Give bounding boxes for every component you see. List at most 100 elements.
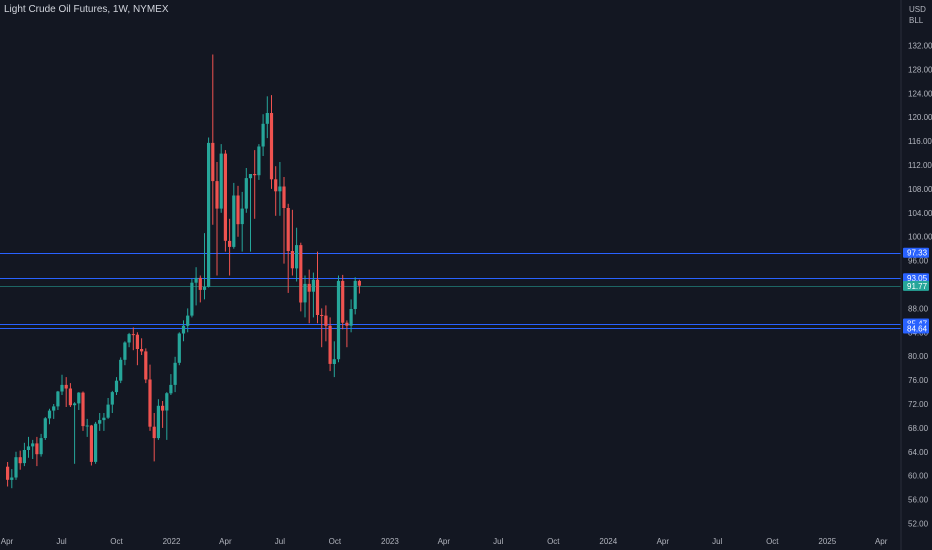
price-tag-label: 97.33 xyxy=(907,249,928,258)
candle-body xyxy=(56,391,60,407)
y-tick-label: 72.00 xyxy=(908,400,929,409)
candle xyxy=(68,383,72,407)
candle-body xyxy=(357,280,361,286)
x-tick-label: Apr xyxy=(1,537,14,546)
candle xyxy=(244,168,248,213)
y-tick-label: 96.00 xyxy=(908,257,929,266)
candle xyxy=(181,320,186,342)
candle xyxy=(10,469,14,489)
candle-body xyxy=(156,405,160,439)
candle-body xyxy=(161,405,165,411)
candle-body xyxy=(207,142,211,287)
candle xyxy=(345,320,349,348)
y-tick-label: 80.00 xyxy=(908,352,929,361)
candle-body xyxy=(332,359,336,364)
candle xyxy=(269,95,274,189)
price-axis[interactable]: 52.00 56.00 60.00 64.00 68.00 72.00 76.00 80.00… xyxy=(908,42,932,529)
candle-body xyxy=(144,351,148,380)
time-axis[interactable]: Apr Jul Oct 2022 Apr Jul Oct 2023 Apr Jul Oct 2024 A… xyxy=(1,537,888,546)
candle-body xyxy=(299,245,303,303)
candle-body xyxy=(43,418,47,438)
candle xyxy=(207,137,211,288)
candle xyxy=(123,341,127,366)
candle xyxy=(144,348,148,384)
chart-title: Light Crude Oil Futures, 1W, NYMEX xyxy=(4,4,169,15)
candle xyxy=(278,162,282,216)
x-tick-label: Jul xyxy=(275,537,285,546)
candle xyxy=(253,150,257,219)
y-tick-label: 132.00 xyxy=(908,42,932,51)
candle xyxy=(299,242,303,312)
currency-label: USD xyxy=(909,5,926,14)
candle-body xyxy=(324,315,328,326)
candle-body xyxy=(47,410,52,419)
x-tick-label: Oct xyxy=(110,537,123,546)
candle-body xyxy=(278,186,282,192)
x-tick-label: Oct xyxy=(547,537,560,546)
price-tag-label: 84.64 xyxy=(907,325,928,334)
candle-body xyxy=(244,178,248,209)
candle xyxy=(152,413,156,462)
candle-body xyxy=(177,333,181,363)
candle xyxy=(290,209,294,276)
candle-body xyxy=(345,322,349,326)
candle-body xyxy=(202,286,207,290)
candle xyxy=(22,442,26,467)
candle-body xyxy=(336,280,341,360)
candle-body xyxy=(211,142,215,182)
last-price-tag: 91.77 xyxy=(903,280,929,291)
y-tick-label: 112.00 xyxy=(908,161,932,170)
candle-body xyxy=(240,208,244,225)
candle xyxy=(173,356,177,393)
candle xyxy=(14,451,18,480)
candle xyxy=(119,357,123,384)
candle xyxy=(211,54,215,225)
candle-body xyxy=(127,334,131,343)
candle xyxy=(215,162,219,276)
candle-body xyxy=(215,181,219,209)
candle-body xyxy=(311,279,315,292)
candle xyxy=(307,269,311,324)
candle-body xyxy=(315,279,320,315)
x-tick-label: Jul xyxy=(712,537,722,546)
candle xyxy=(194,267,198,306)
candle-body xyxy=(60,384,64,392)
candle xyxy=(39,433,43,457)
candle xyxy=(265,96,269,139)
candle-body xyxy=(286,208,290,251)
x-tick-label: Jul xyxy=(493,537,503,546)
candle-body xyxy=(303,283,307,303)
level-price-tag: 97.33 xyxy=(903,247,929,258)
candle xyxy=(349,299,353,333)
candle-body xyxy=(295,245,299,269)
candle xyxy=(110,390,114,413)
candle-body xyxy=(328,325,332,364)
candle xyxy=(148,364,152,431)
candle-body xyxy=(102,417,106,421)
candle xyxy=(282,177,286,264)
candle-body xyxy=(349,309,353,326)
candle xyxy=(165,392,169,440)
y-tick-label: 64.00 xyxy=(908,448,929,457)
candle xyxy=(353,277,357,315)
candle xyxy=(248,174,253,252)
candle xyxy=(56,390,60,410)
candle-body xyxy=(190,282,194,316)
candle-body xyxy=(290,251,294,269)
candle xyxy=(261,114,265,156)
candle xyxy=(240,191,244,252)
price-scale-currency: USD BLL xyxy=(909,4,926,26)
candle-body xyxy=(265,113,269,124)
candles xyxy=(6,54,361,489)
unit-label: BLL xyxy=(909,16,924,25)
y-tick-label: 100.00 xyxy=(908,233,932,242)
candle-body xyxy=(169,384,173,394)
candle xyxy=(198,275,202,303)
candle xyxy=(6,462,10,487)
candle xyxy=(223,150,227,252)
y-tick-label: 108.00 xyxy=(908,185,932,194)
candle xyxy=(64,377,68,407)
candle xyxy=(232,182,236,249)
